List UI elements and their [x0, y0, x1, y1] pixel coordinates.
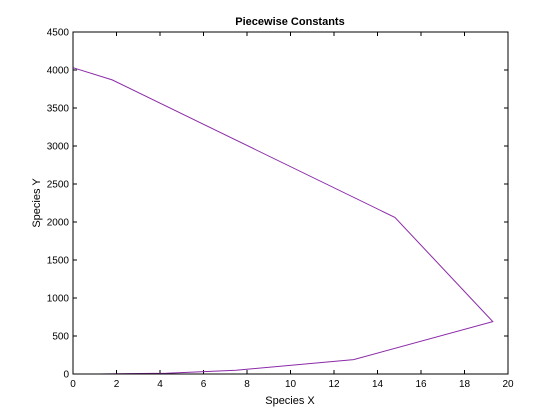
y-tick-label: 1500: [47, 256, 70, 267]
x-axis-ticks: 0 2 4 6 8 10 12 14 16 18 20: [70, 32, 514, 390]
y-axis-ticks: 0 500 1000 1500 2000 2500 3000 3500 4000 4500: [47, 28, 508, 381]
x-tick-label: 8: [244, 379, 250, 390]
x-tick-label: 18: [459, 379, 471, 390]
x-tick-label: 16: [415, 379, 427, 390]
x-tick-label: 14: [372, 379, 384, 390]
x-tick-label: 12: [328, 379, 340, 390]
x-tick-label: 2: [114, 379, 120, 390]
y-tick-label: 4000: [47, 66, 70, 77]
y-tick-label: 2500: [47, 180, 70, 191]
y-tick-label: 2000: [47, 218, 70, 229]
plot-frame: [72, 31, 509, 375]
y-tick-label: 0: [63, 370, 69, 381]
y-axis-label: Species Y: [31, 178, 43, 228]
x-tick-label: 20: [502, 379, 514, 390]
x-axis-label: Species X: [265, 395, 315, 407]
y-tick-label: 500: [52, 332, 69, 343]
y-tick-label: 1000: [47, 294, 70, 305]
chart-title: Piecewise Constants: [235, 16, 344, 28]
x-tick-label: 10: [285, 379, 297, 390]
x-tick-label: 6: [201, 379, 207, 390]
x-tick-label: 0: [70, 379, 76, 390]
y-tick-label: 3000: [47, 142, 70, 153]
x-tick-label: 4: [157, 379, 163, 390]
y-tick-label: 3500: [47, 104, 70, 115]
y-tick-label: 4500: [47, 28, 70, 39]
